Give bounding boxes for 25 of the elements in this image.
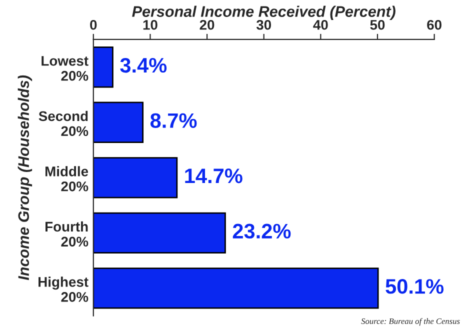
- y-tick-label: Lowest 20%: [42, 56, 88, 81]
- x-tick-label: 20: [200, 20, 214, 30]
- source-note: Source: Bureau of the Census: [361, 318, 460, 326]
- data-label: 23.2%: [232, 224, 291, 239]
- y-tick-label: Second 20%: [38, 110, 88, 136]
- x-tick-label: 50: [370, 20, 385, 30]
- data-label: 3.4%: [120, 58, 167, 73]
- bar: [93, 157, 178, 198]
- y-axis-title: Income Group (Households): [18, 75, 32, 280]
- y-tick-label: Fourth 20%: [46, 221, 88, 247]
- data-label: 14.7%: [185, 168, 242, 184]
- y-tick-label: Middle 20%: [45, 166, 88, 192]
- bar: [93, 268, 379, 309]
- x-axis-title: Personal Income Received (Percent): [132, 6, 396, 20]
- x-tick-label: 0: [90, 20, 97, 30]
- bar: [93, 102, 144, 143]
- x-tick-label: 40: [313, 20, 328, 30]
- y-tick-label: Highest 20%: [38, 276, 88, 302]
- data-label: 8.7%: [150, 113, 197, 128]
- bar: [93, 212, 226, 254]
- x-tick-label: 30: [256, 20, 272, 30]
- x-tick-label: 10: [143, 20, 158, 30]
- data-label: 50.1%: [386, 279, 444, 294]
- bar: [93, 46, 114, 88]
- x-tick-label: 60: [427, 20, 442, 30]
